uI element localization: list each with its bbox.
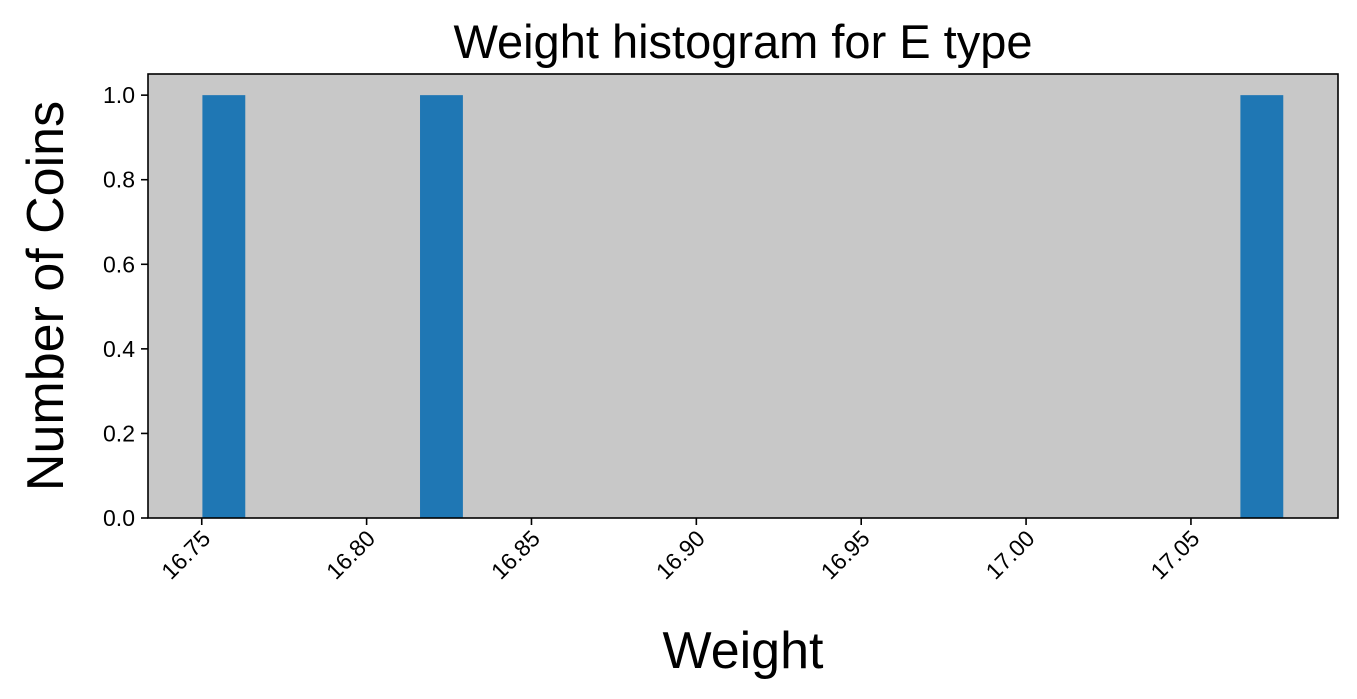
x-axis-ticks: 16.75 16.80 16.85 16.90 16.95 17.00 17.05 xyxy=(156,518,1204,584)
y-tick-label: 0.6 xyxy=(103,251,135,277)
y-tick-label: 0.0 xyxy=(103,505,135,531)
plot-area xyxy=(148,74,1338,518)
y-tick-label: 0.4 xyxy=(103,336,135,362)
x-tick-label: 16.75 xyxy=(156,525,215,584)
histogram-bar xyxy=(420,95,463,519)
chart-title: Weight histogram for E type xyxy=(453,15,1032,68)
plot-frame xyxy=(147,73,1339,519)
y-tick-label: 0.8 xyxy=(103,167,135,193)
y-tick-label: 1.0 xyxy=(103,82,135,108)
y-tick-label: 0.2 xyxy=(103,420,135,446)
histogram-bar xyxy=(202,95,246,519)
y-axis-ticks: 0.0 0.2 0.4 0.6 0.8 1.0 xyxy=(103,82,148,531)
x-tick-label: 17.00 xyxy=(981,525,1040,584)
x-axis-label: Weight xyxy=(663,622,824,680)
x-tick-label: 16.90 xyxy=(651,525,710,584)
histogram-bar xyxy=(1240,95,1284,519)
x-tick-label: 16.80 xyxy=(321,525,380,584)
y-axis-label: Number of Coins xyxy=(17,101,75,491)
bars-group xyxy=(202,95,1284,519)
x-tick-label: 16.85 xyxy=(486,525,545,584)
x-tick-label: 16.95 xyxy=(816,525,875,584)
x-tick-label: 17.05 xyxy=(1145,525,1204,584)
